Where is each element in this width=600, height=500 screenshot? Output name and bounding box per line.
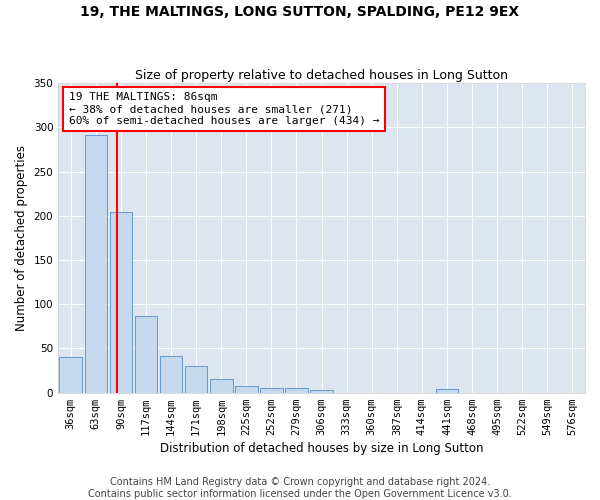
- Bar: [59, 358, 82, 392]
- Text: Contains HM Land Registry data © Crown copyright and database right 2024.
Contai: Contains HM Land Registry data © Crown c…: [88, 478, 512, 499]
- Y-axis label: Number of detached properties: Number of detached properties: [15, 145, 28, 331]
- Text: 19, THE MALTINGS, LONG SUTTON, SPALDING, PE12 9EX: 19, THE MALTINGS, LONG SUTTON, SPALDING,…: [80, 5, 520, 19]
- Bar: [285, 388, 308, 392]
- Bar: [160, 356, 182, 393]
- Text: 19 THE MALTINGS: 86sqm
← 38% of detached houses are smaller (271)
60% of semi-de: 19 THE MALTINGS: 86sqm ← 38% of detached…: [69, 92, 379, 126]
- Bar: [134, 316, 157, 392]
- Bar: [210, 378, 233, 392]
- Title: Size of property relative to detached houses in Long Sutton: Size of property relative to detached ho…: [135, 69, 508, 82]
- Bar: [260, 388, 283, 392]
- Bar: [436, 389, 458, 392]
- Bar: [310, 390, 333, 392]
- Bar: [235, 386, 257, 392]
- X-axis label: Distribution of detached houses by size in Long Sutton: Distribution of detached houses by size …: [160, 442, 484, 455]
- Bar: [85, 136, 107, 392]
- Bar: [185, 366, 208, 392]
- Bar: [110, 212, 132, 392]
